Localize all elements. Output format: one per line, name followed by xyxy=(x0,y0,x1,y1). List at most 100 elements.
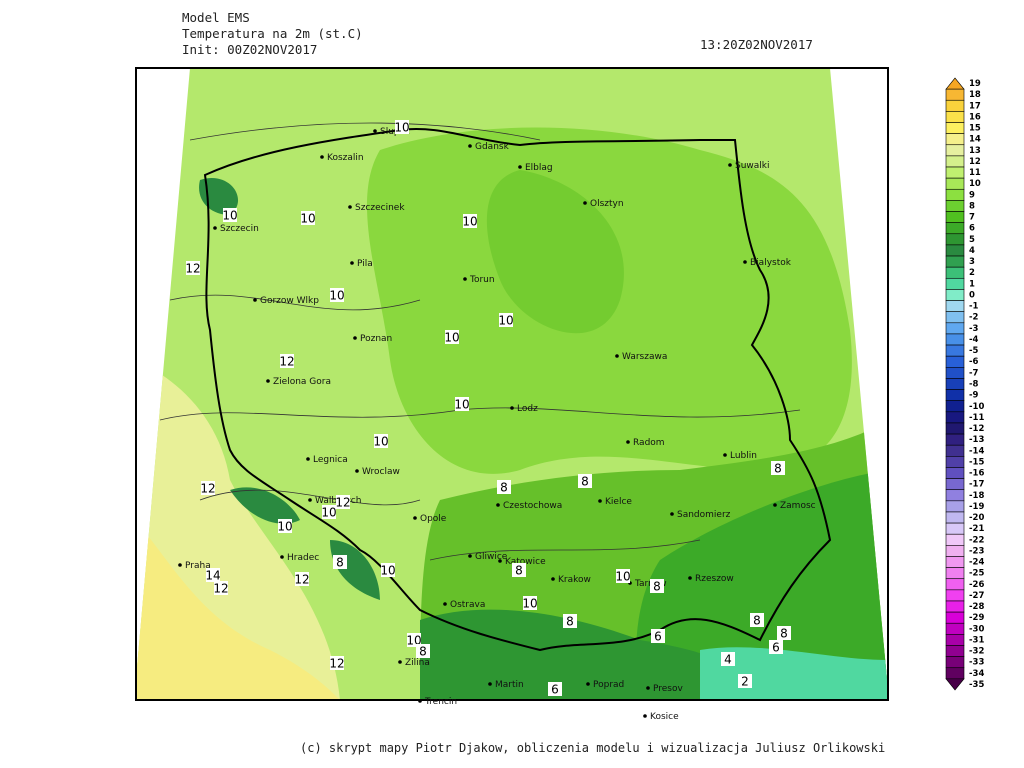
contour-label: 10 xyxy=(380,564,395,578)
colorbar-swatch xyxy=(945,667,965,680)
colorbar-swatch xyxy=(945,289,965,301)
colorbar-label: -3 xyxy=(969,324,979,334)
field-highlands xyxy=(199,178,380,600)
colorbar-label: 6 xyxy=(969,224,975,234)
city-name: Gdansk xyxy=(475,142,510,152)
colorbar-label: -1 xyxy=(969,302,979,312)
contour-label: 10 xyxy=(373,435,388,449)
city-dot xyxy=(178,563,182,567)
contour-label: 12 xyxy=(294,573,309,587)
contour-label-box xyxy=(381,563,395,577)
credits: (c) skrypt mapy Piotr Djakow, obliczenia… xyxy=(300,741,885,755)
contour-label: 6 xyxy=(551,683,559,697)
colorbar-label: -33 xyxy=(969,658,984,668)
city-dot xyxy=(773,503,777,507)
city-name: Kielce xyxy=(605,497,632,507)
colorbar-label: -9 xyxy=(969,391,979,401)
city-dot xyxy=(643,714,647,718)
colorbar-label: 4 xyxy=(969,246,975,256)
colorbar-label: 13 xyxy=(969,146,981,156)
contour-label-box xyxy=(186,261,200,275)
colorbar-swatch xyxy=(945,233,965,246)
colorbar-swatch xyxy=(945,567,965,580)
city-name: Zilina xyxy=(405,658,430,668)
contour-label-box xyxy=(330,656,344,670)
city-dot xyxy=(266,379,270,383)
contour-label-box xyxy=(563,614,577,628)
colorbar-label: 10 xyxy=(969,179,981,189)
colorbar-swatch xyxy=(945,433,965,446)
colorbar-swatch xyxy=(945,200,965,212)
colorbar-swatch xyxy=(945,511,965,524)
contour-label-box xyxy=(445,330,459,344)
colorbar-label: -14 xyxy=(969,446,984,456)
contour-label-box xyxy=(214,581,228,595)
city-name: Zielona Gora xyxy=(273,377,331,387)
city-name: Poprad xyxy=(593,680,624,690)
contour-label: 8 xyxy=(753,614,761,628)
city-name: Suwalki xyxy=(735,161,770,171)
city-name: Wroclaw xyxy=(362,467,400,477)
city-dot xyxy=(728,163,732,167)
colorbar-cap xyxy=(945,678,965,691)
colorbar-cap xyxy=(945,77,965,90)
colorbar-label: -20 xyxy=(969,513,984,523)
contour-label: 8 xyxy=(515,564,523,578)
city-name: Gorzow Wlkp xyxy=(260,296,319,306)
city-name: Olsztyn xyxy=(590,199,624,209)
city-name: Pila xyxy=(357,259,373,269)
city-dot xyxy=(253,298,257,302)
colorbar-swatch xyxy=(945,622,965,635)
contour-label-box xyxy=(769,640,783,654)
city-dot xyxy=(308,498,312,502)
city-dot xyxy=(743,260,747,264)
colorbar-swatch xyxy=(945,478,965,491)
city-dot xyxy=(551,577,555,581)
contour-label: 4 xyxy=(724,653,732,667)
city-dot xyxy=(353,336,357,340)
city-name: Lodz xyxy=(517,404,538,414)
contour-label: 10 xyxy=(321,506,336,520)
contour-label: 8 xyxy=(419,645,427,659)
contour-label-box xyxy=(455,397,469,411)
city-name: Elblag xyxy=(525,163,553,173)
contour-label: 12 xyxy=(185,262,200,276)
colorbar-label: 3 xyxy=(969,257,975,267)
colorbar-swatch xyxy=(945,244,965,257)
colorbar-label: -2 xyxy=(969,313,979,323)
contour-label: 10 xyxy=(462,215,477,229)
contour-label-box xyxy=(333,555,347,569)
field-hot xyxy=(135,520,340,700)
colorbar-label: 1 xyxy=(969,279,975,289)
contour-label-box xyxy=(407,633,421,647)
colorbar-label: 8 xyxy=(969,201,975,211)
colorbar-swatch xyxy=(945,266,965,279)
colorbar-label: -27 xyxy=(969,591,984,601)
contour-label-box xyxy=(463,214,477,228)
city-name: Praha xyxy=(185,561,211,571)
colorbar-swatch xyxy=(945,422,965,435)
contour-label: 10 xyxy=(454,398,469,412)
contour-label: 12 xyxy=(279,355,294,369)
city-dot xyxy=(468,554,472,558)
colorbar-swatch xyxy=(945,311,965,324)
contour-label: 8 xyxy=(774,462,782,476)
contour-label: 12 xyxy=(335,496,350,510)
colorbar-swatch xyxy=(945,467,965,479)
city-name: Krakow xyxy=(558,575,591,585)
colorbar-label: -7 xyxy=(969,368,979,378)
city-dot xyxy=(348,205,352,209)
colorbar-swatch xyxy=(945,489,965,502)
city-dot xyxy=(468,144,472,148)
colorbar-label: -22 xyxy=(969,535,984,545)
colorbar-swatch xyxy=(945,389,965,401)
colorbar-swatch xyxy=(945,144,965,157)
contour-label-box xyxy=(301,211,315,225)
colorbar-label: -29 xyxy=(969,613,984,623)
colorbar-label: -19 xyxy=(969,502,984,512)
city-name: Trencin xyxy=(424,697,457,707)
colorbar-label: -18 xyxy=(969,491,984,501)
colorbar-swatch xyxy=(945,88,965,101)
contour-label-box xyxy=(330,288,344,302)
